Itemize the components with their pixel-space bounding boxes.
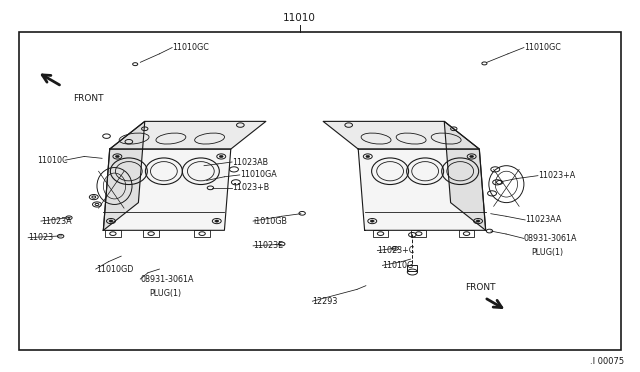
Polygon shape: [103, 149, 231, 230]
Text: 11010: 11010: [283, 13, 316, 23]
Text: 11010GC: 11010GC: [524, 43, 561, 52]
Text: 11010C: 11010C: [37, 155, 68, 165]
Text: 08931-3061A: 08931-3061A: [140, 275, 194, 283]
Text: 11023A: 11023A: [41, 217, 72, 225]
Circle shape: [476, 220, 480, 222]
Text: PLUG(1): PLUG(1): [532, 248, 564, 257]
Circle shape: [371, 220, 374, 222]
Text: 11023E: 11023E: [253, 241, 284, 250]
Text: 11023: 11023: [28, 233, 53, 242]
Text: .I 00075: .I 00075: [591, 357, 625, 366]
Text: FRONT: FRONT: [74, 94, 104, 103]
Text: 11023+A: 11023+A: [538, 171, 575, 180]
Circle shape: [366, 155, 370, 158]
Bar: [105, 230, 120, 237]
Text: PLUG(1): PLUG(1): [149, 289, 181, 298]
Bar: [407, 265, 417, 271]
Text: 11023+C: 11023+C: [378, 246, 415, 255]
Polygon shape: [444, 121, 486, 230]
Bar: [459, 230, 474, 237]
Polygon shape: [109, 121, 266, 149]
Circle shape: [215, 220, 219, 222]
Text: 11010GA: 11010GA: [240, 170, 276, 179]
Bar: [373, 230, 388, 237]
Bar: [195, 230, 210, 237]
Text: 11010GC: 11010GC: [172, 43, 209, 52]
Circle shape: [220, 155, 223, 158]
Text: 11023+B: 11023+B: [232, 183, 269, 192]
Text: 11010G: 11010G: [383, 261, 413, 270]
Polygon shape: [103, 121, 145, 230]
Bar: [411, 230, 426, 237]
Text: 12293: 12293: [312, 297, 338, 306]
Circle shape: [109, 220, 113, 222]
Circle shape: [115, 155, 119, 158]
Text: 11023AA: 11023AA: [525, 215, 561, 224]
Bar: [19, 32, 621, 350]
Text: 11010GD: 11010GD: [96, 264, 133, 273]
Text: i1010GB: i1010GB: [253, 217, 287, 225]
Bar: [143, 230, 159, 237]
Text: FRONT: FRONT: [465, 283, 496, 292]
Polygon shape: [358, 149, 486, 230]
Circle shape: [470, 155, 474, 158]
Text: 08931-3061A: 08931-3061A: [524, 234, 577, 243]
Text: 11023AB: 11023AB: [232, 157, 268, 167]
Polygon shape: [323, 121, 479, 149]
